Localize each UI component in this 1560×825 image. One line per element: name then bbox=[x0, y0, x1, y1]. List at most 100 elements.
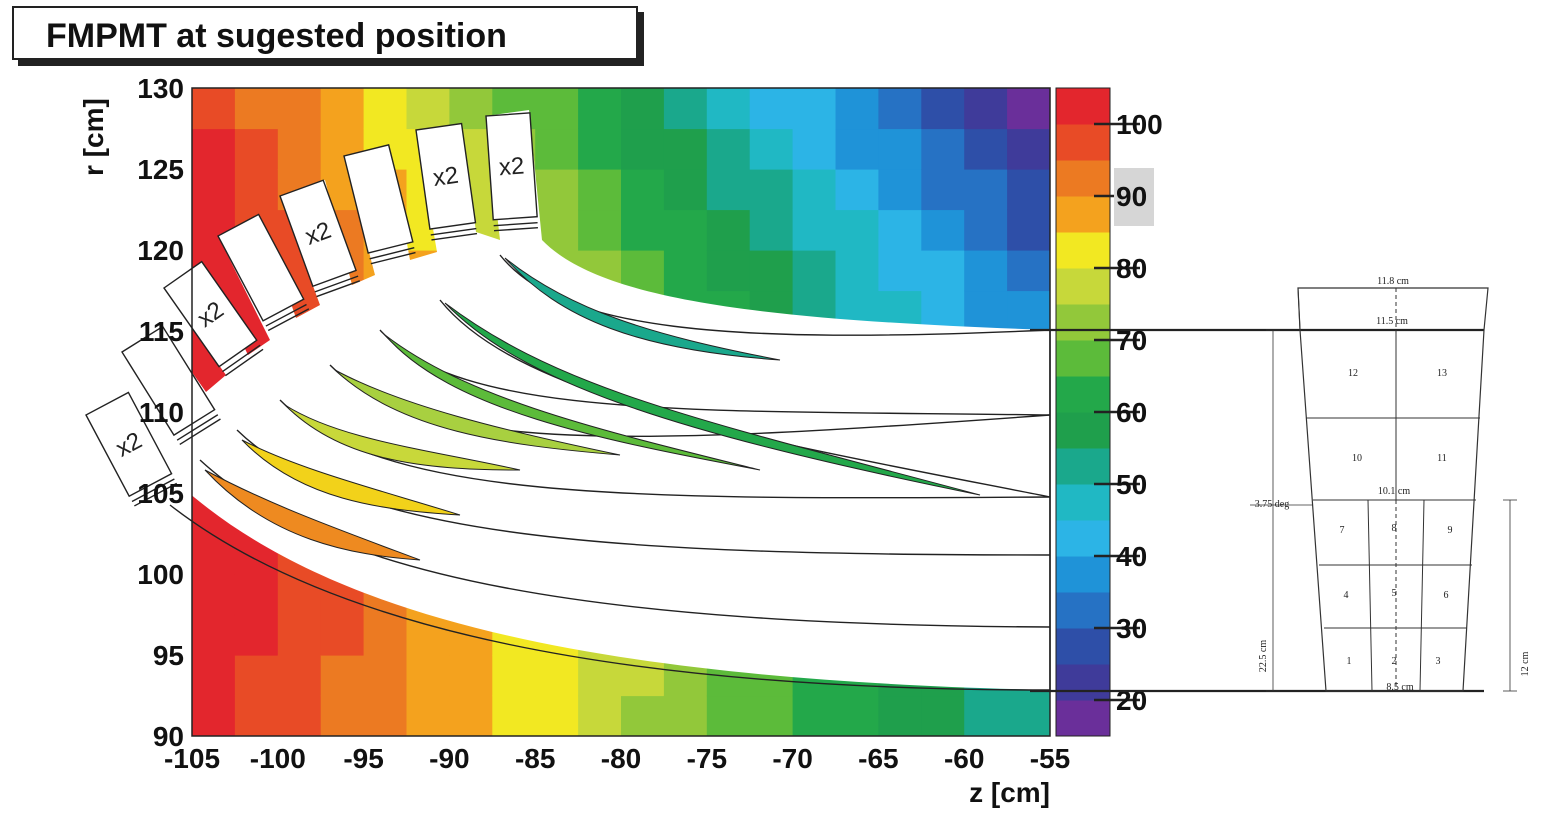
heatmap-cell bbox=[792, 88, 837, 130]
heatmap-cell bbox=[277, 655, 322, 697]
heatmap-cell bbox=[921, 250, 965, 292]
heatmap-cell bbox=[964, 209, 1008, 251]
y-tick-label: 90 bbox=[153, 721, 184, 752]
heatmap-cell bbox=[535, 88, 579, 130]
heatmap-cell bbox=[535, 128, 579, 170]
heatmap-cell bbox=[234, 128, 279, 170]
y-tick-labels: 90 95 100 105 110 115 120 125 130 bbox=[137, 73, 184, 752]
heatmap-cell bbox=[749, 250, 794, 292]
diagram-label: 6 bbox=[1444, 590, 1449, 601]
heatmap-cell bbox=[192, 128, 236, 170]
pmt-box: x2 bbox=[415, 122, 478, 241]
heatmap-cell bbox=[621, 169, 665, 211]
colorbar-tick-label: 20 bbox=[1116, 685, 1147, 716]
diagram-label: 9 bbox=[1448, 525, 1453, 536]
heatmap-cell bbox=[835, 169, 879, 211]
y-tick-label: 95 bbox=[153, 640, 184, 671]
heatmap-cell bbox=[964, 695, 1008, 736]
heatmap-cell bbox=[663, 250, 708, 292]
heatmap-cell bbox=[492, 655, 536, 697]
heatmap-cell bbox=[706, 128, 751, 170]
heatmap-cell bbox=[921, 209, 965, 251]
heatmap-cell bbox=[749, 128, 794, 170]
x-tick-labels: -105 -100 -95 -90 -85 -80 -75 -70 -65 -60 -55 bbox=[164, 743, 1070, 774]
heatmap-cell bbox=[234, 169, 279, 211]
heatmap-cell bbox=[706, 695, 751, 736]
heatmap-cell bbox=[1007, 695, 1050, 736]
heatmap-cell bbox=[835, 695, 879, 736]
heatmap-cell bbox=[921, 169, 965, 211]
heatmap-cell bbox=[835, 250, 879, 292]
heatmap-cell bbox=[535, 695, 579, 736]
heatmap-cell bbox=[449, 88, 493, 130]
x-tick-label: -75 bbox=[687, 743, 727, 774]
heatmap-cell bbox=[792, 169, 837, 211]
colorbar-swatch bbox=[1056, 700, 1110, 737]
heatmap-cell bbox=[835, 88, 879, 130]
heatmap-cell bbox=[964, 88, 1008, 130]
heatmap-cell bbox=[878, 169, 922, 211]
heatmap-cell bbox=[1007, 209, 1050, 251]
y-tick-label: 110 bbox=[139, 397, 184, 428]
colorbar-swatch bbox=[1056, 484, 1110, 521]
colorbar-tick-label: 80 bbox=[1116, 253, 1147, 284]
diagram-label: 12 cm bbox=[1520, 651, 1531, 676]
heatmap-cell bbox=[1007, 169, 1050, 211]
heatmap-cell bbox=[663, 128, 708, 170]
heatmap-cell bbox=[578, 128, 622, 170]
colorbar-swatch bbox=[1056, 592, 1110, 629]
x-tick-label: -65 bbox=[858, 743, 898, 774]
y-axis-label: r [cm] bbox=[78, 98, 109, 176]
heatmap-cell bbox=[234, 614, 279, 656]
heatmap-cell bbox=[964, 128, 1008, 170]
heatmap-cell bbox=[663, 169, 708, 211]
heatmap-cell bbox=[878, 128, 922, 170]
heatmap-cell bbox=[192, 88, 236, 130]
heatmap-cell bbox=[277, 614, 322, 656]
heatmap-cell bbox=[921, 695, 965, 736]
heatmap-cell bbox=[1007, 250, 1050, 292]
heatmap-cell bbox=[749, 695, 794, 736]
y-tick-label: 130 bbox=[137, 73, 184, 104]
x-tick-label: -100 bbox=[250, 743, 306, 774]
heatmap-cell bbox=[663, 88, 708, 130]
diagram-label: 5 bbox=[1392, 588, 1397, 599]
colorbar-tick-label: 40 bbox=[1116, 541, 1147, 572]
heatmap-cell bbox=[192, 533, 236, 575]
heatmap-cell bbox=[878, 695, 922, 736]
x-axis-label: z [cm] bbox=[969, 777, 1050, 808]
heatmap-cell bbox=[749, 209, 794, 251]
heatmap-cell bbox=[320, 614, 365, 656]
heatmap-cell bbox=[277, 88, 322, 130]
x-tick-label: -80 bbox=[601, 743, 641, 774]
y-tick-label: 125 bbox=[137, 154, 184, 185]
colorbar-tick-label: 60 bbox=[1116, 397, 1147, 428]
diagram-label: 4 bbox=[1344, 590, 1349, 601]
diagram-label: 3.75 deg bbox=[1255, 499, 1289, 510]
diagram-label: 13 bbox=[1437, 368, 1447, 379]
x-tick-label: -85 bbox=[515, 743, 555, 774]
chart-title-box: FMPMT at sugested position bbox=[12, 6, 638, 60]
diagram-label: 10 bbox=[1352, 453, 1362, 464]
colorbar-swatch bbox=[1056, 376, 1110, 413]
pmt-box: x2 bbox=[485, 112, 538, 232]
y-tick-label: 100 bbox=[137, 559, 184, 590]
heatmap-cell bbox=[1007, 88, 1050, 130]
heatmap-cell bbox=[621, 209, 665, 251]
heatmap-cell bbox=[921, 88, 965, 130]
heatmap-cell bbox=[792, 250, 837, 292]
heatmap-cell bbox=[406, 695, 450, 736]
x-tick-label: -90 bbox=[429, 743, 469, 774]
heatmap-cell bbox=[234, 695, 279, 736]
heatmap-cell bbox=[621, 695, 665, 736]
heatmap-cell bbox=[749, 88, 794, 130]
heatmap-cell bbox=[192, 574, 236, 616]
heatmap-cell bbox=[964, 290, 1008, 332]
colorbar-swatch bbox=[1056, 556, 1110, 593]
heatmap-cell bbox=[621, 128, 665, 170]
x-tick-label: -70 bbox=[772, 743, 812, 774]
heatmap-cell bbox=[964, 250, 1008, 292]
heatmap-cell bbox=[964, 169, 1008, 211]
diagram-label: 22.5 cm bbox=[1258, 640, 1269, 672]
